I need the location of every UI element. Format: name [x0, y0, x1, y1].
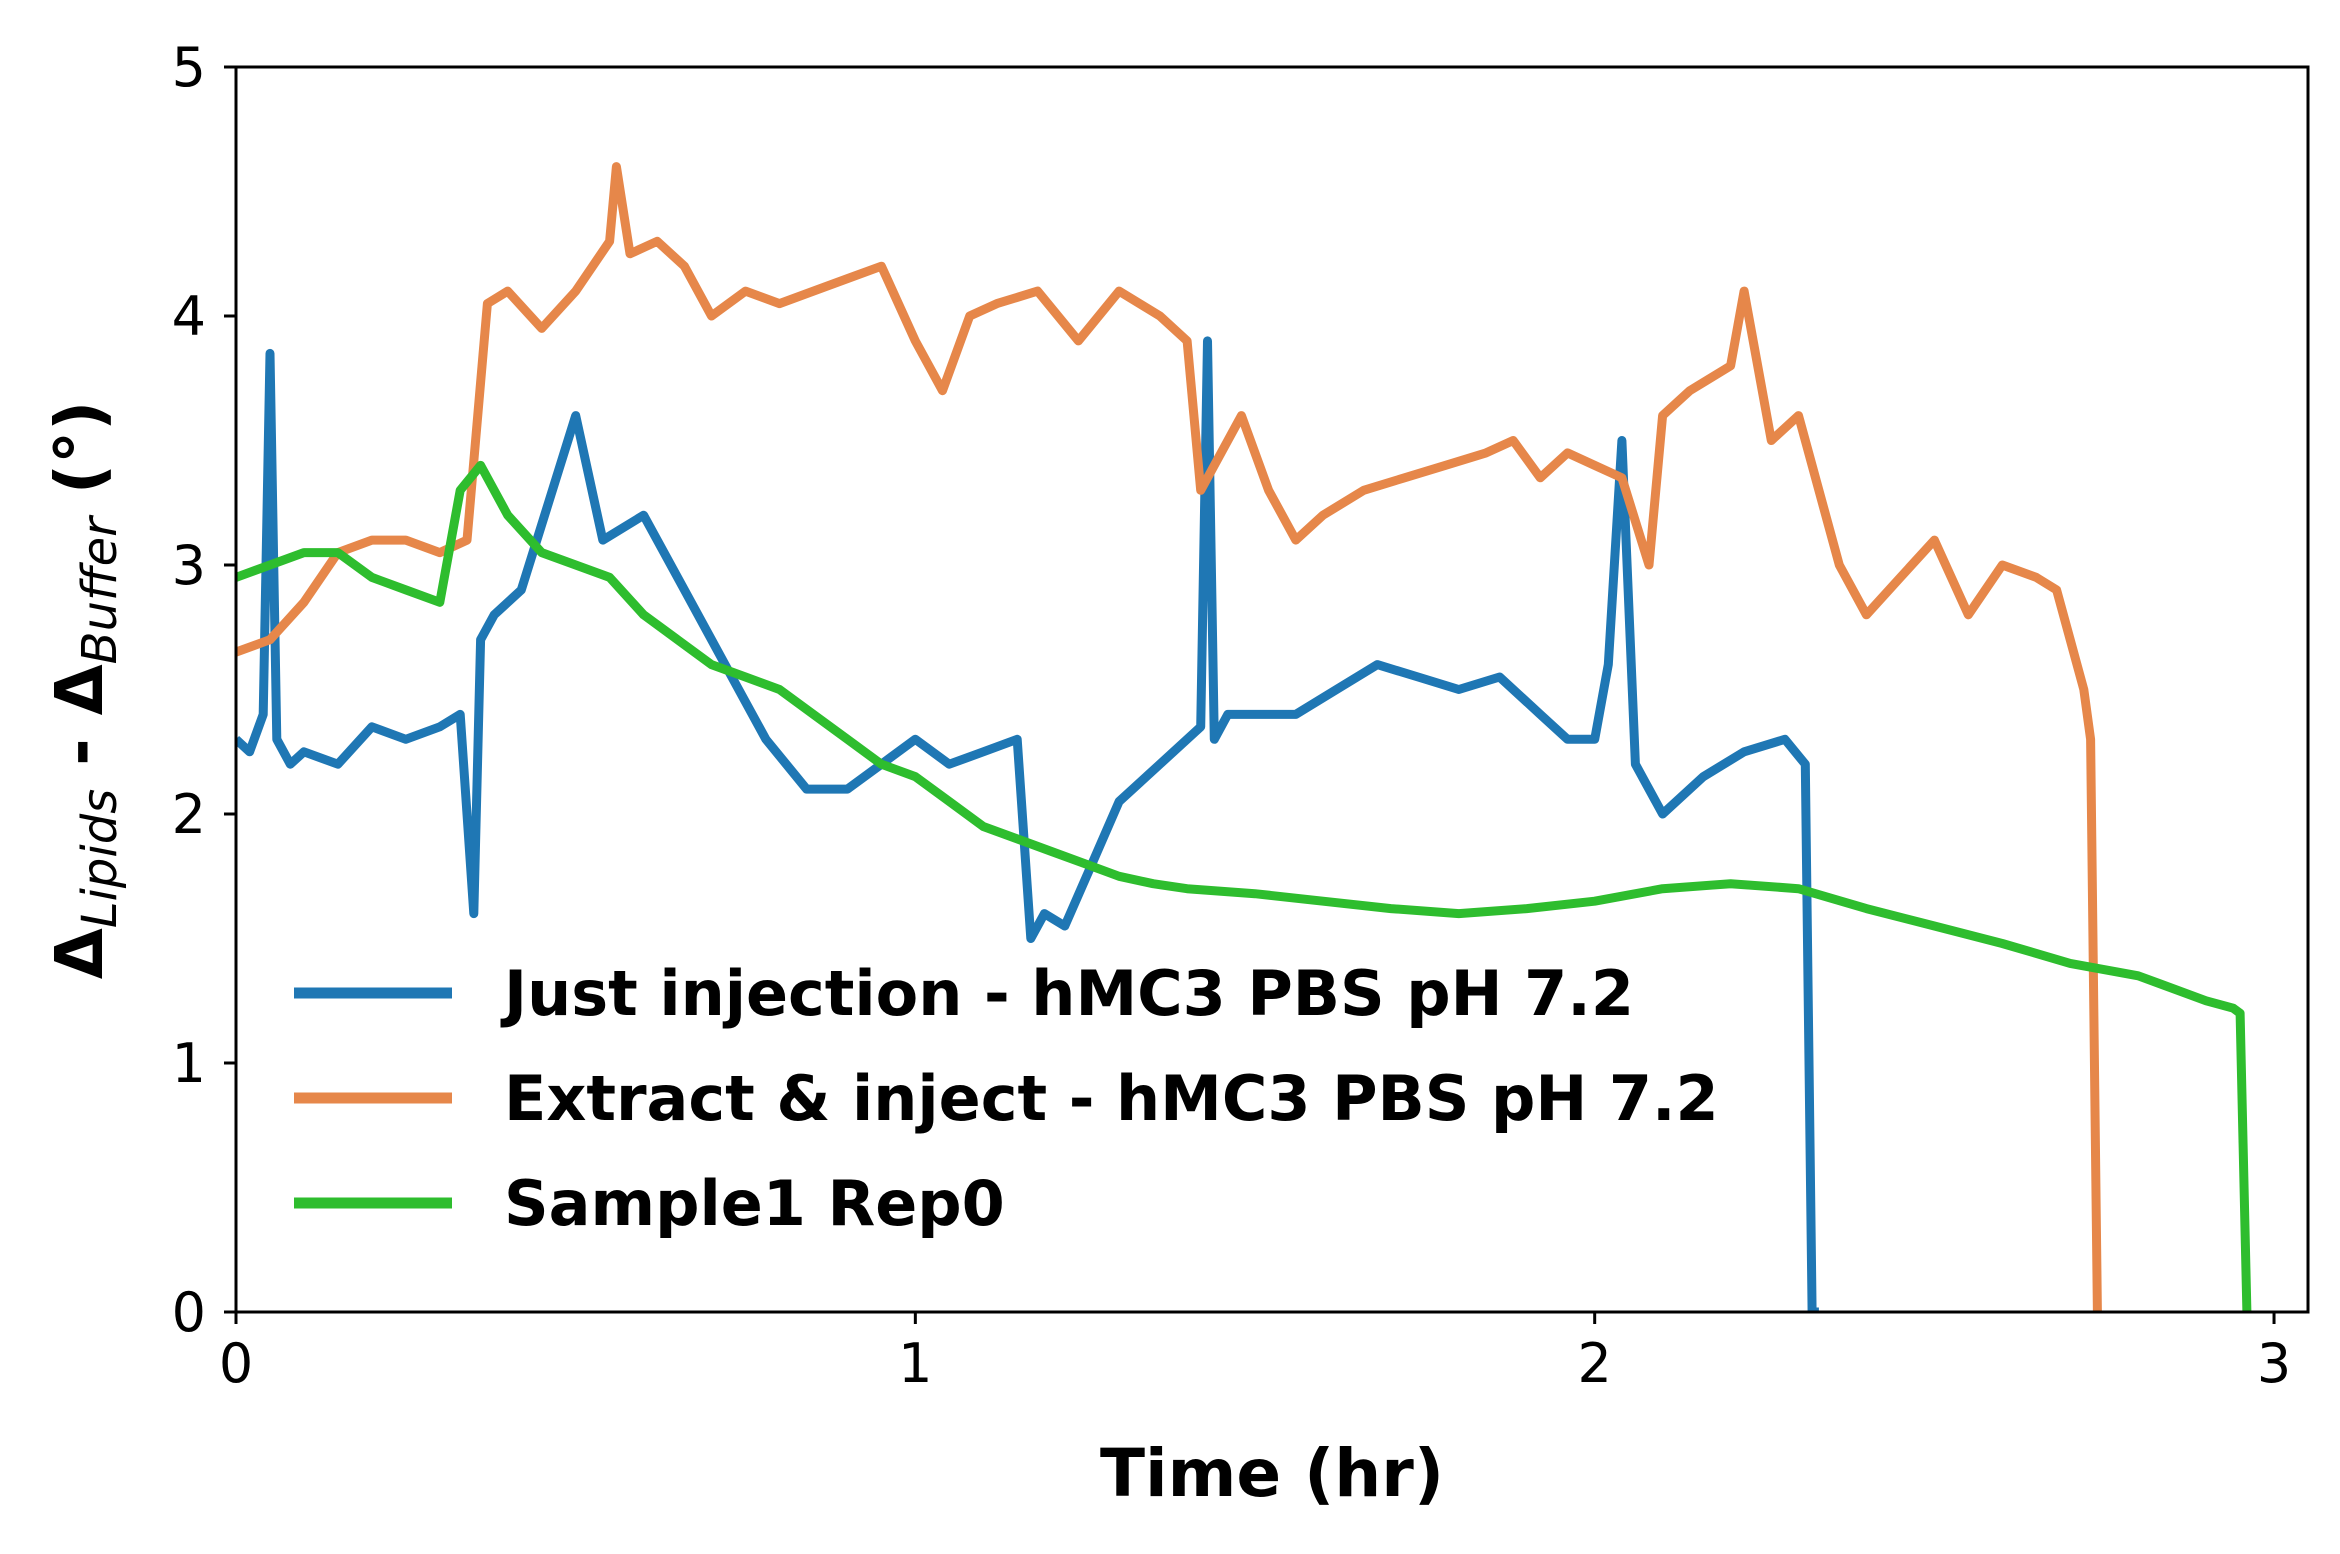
x-tick-label-2: 2	[1578, 1332, 1612, 1395]
series-line-1	[236, 162, 2102, 1312]
x-axis: 0 1 2 3	[219, 1312, 2291, 1395]
y-axis-title-delta-1: Δ	[41, 928, 118, 979]
y-axis-title-mid: -	[41, 715, 118, 788]
y-tick-label-4: 4	[172, 285, 206, 348]
x-axis-title: Time (hr)	[1100, 1435, 1444, 1512]
y-axis-title-unit: (°)	[41, 401, 118, 517]
y-tick-label-1: 1	[172, 1032, 206, 1095]
plot-background	[236, 67, 2308, 1312]
series-line-2	[236, 460, 2252, 1312]
y-tick-label-2: 2	[172, 783, 206, 846]
x-tick-label-3: 3	[2257, 1332, 2291, 1395]
y-axis-title-sub-1: Lipids	[72, 789, 128, 928]
y-tick-label-3: 3	[172, 534, 206, 597]
y-axis-title: ΔLipids - ΔBuffer (°)	[41, 401, 128, 979]
y-tick-label-0: 0	[172, 1281, 206, 1344]
x-tick-label-1: 1	[898, 1332, 932, 1395]
y-axis-title-delta-2: Δ	[41, 664, 118, 715]
legend: Just injection - hMC3 PBS pH 7.2 Extract …	[294, 957, 1719, 1240]
y-axis: 0 1 2 3 4 5	[172, 36, 236, 1344]
x-tick-label-0: 0	[219, 1332, 253, 1395]
plot-frame	[234, 65, 2310, 1314]
legend-label-1: Extract & inject - hMC3 PBS pH 7.2	[504, 1062, 1719, 1135]
y-axis-title-sub-2: Buffer	[72, 514, 128, 665]
y-tick-label-5: 5	[172, 36, 206, 99]
legend-label-2: Sample1 Rep0	[504, 1167, 1005, 1240]
series-layer	[236, 162, 2252, 1312]
legend-label-0: Just injection - hMC3 PBS pH 7.2	[500, 957, 1634, 1030]
